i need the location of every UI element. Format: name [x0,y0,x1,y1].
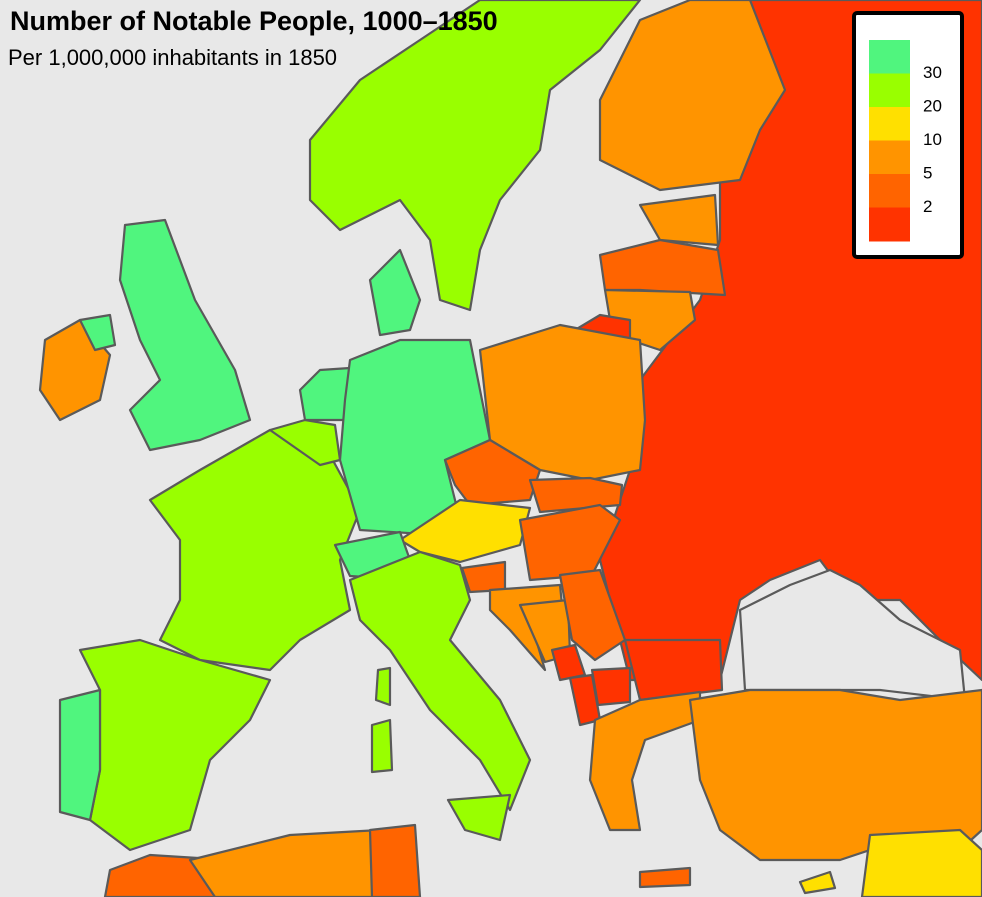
slovenia [460,560,507,594]
slovakia [528,476,624,514]
legend-tick-label: 10 [923,130,942,149]
netherlands [298,366,352,422]
czechia [443,438,542,507]
italy [348,550,532,812]
legend-tick-label: 20 [923,96,942,115]
portugal [58,688,102,822]
bulgaria [623,638,724,702]
denmark [368,248,422,337]
legend-swatch [869,73,910,108]
legend-tick-label: 30 [923,63,942,82]
scandinavia [308,0,642,312]
spain [78,638,272,852]
belgium [268,418,342,467]
legend-swatch [869,107,910,141]
tunisia [368,823,422,897]
sicily [446,793,512,842]
montenegro [550,643,587,682]
greece [588,690,702,832]
algeria [188,828,382,897]
cyprus [798,870,837,895]
hungary [518,503,622,582]
sardinia [370,718,394,774]
france [148,428,362,672]
estonia [638,193,720,247]
finland [598,0,787,192]
legend-swatch [869,140,910,175]
map-subtitle: Per 1,000,000 inhabitants in 1850 [8,45,337,70]
legend-swatch [869,40,910,74]
serbia [558,568,627,662]
legend-swatch [869,207,910,242]
libya [638,866,692,889]
map-title: Number of Notable People, 1000–1850 [10,6,498,36]
corsica [374,666,392,707]
syria [860,828,982,897]
legend: 30 20 10 5 2 [869,40,942,242]
legend-tick-label: 2 [923,197,932,216]
great-britain [118,218,252,452]
northern-ireland [78,313,117,352]
macedonia [590,666,632,707]
latvia [598,238,727,297]
legend-swatch [869,174,910,208]
countries [38,0,982,897]
legend-tick-label: 5 [923,163,932,182]
